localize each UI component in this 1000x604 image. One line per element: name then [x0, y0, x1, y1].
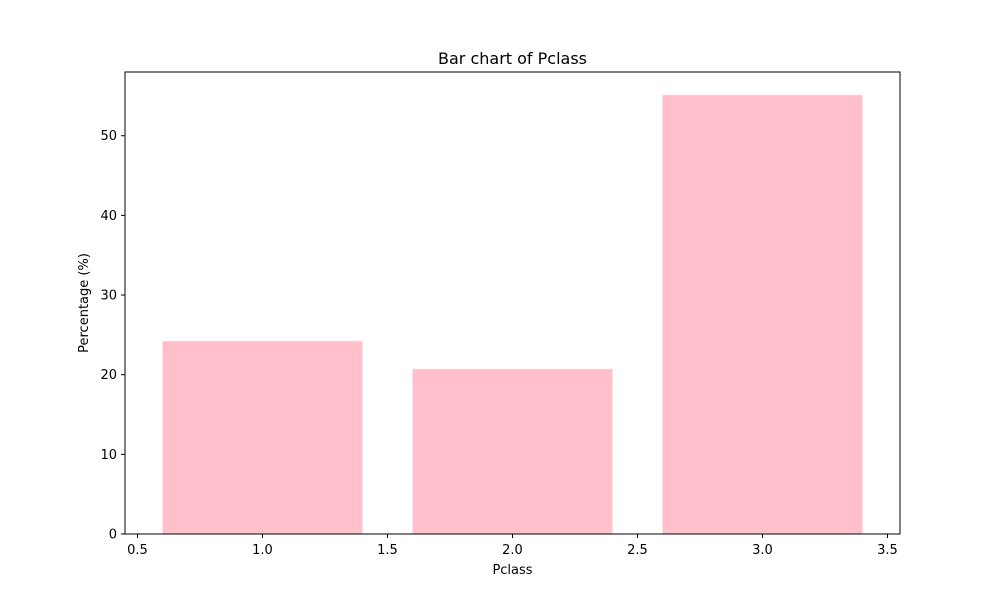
y-axis-label: Percentage (%): [77, 253, 92, 353]
bar-pclass-2: [412, 369, 613, 534]
x-tick-label: 3.0: [752, 543, 773, 558]
y-tick-label: 40: [100, 209, 117, 224]
chart-title: Bar chart of Pclass: [438, 49, 587, 68]
x-tick-label: 3.5: [877, 543, 898, 558]
x-tick-label: 1.0: [252, 543, 273, 558]
x-tick-label: 0.5: [127, 543, 148, 558]
x-axis-label: Pclass: [492, 563, 532, 578]
y-tick-label: 30: [100, 289, 117, 304]
bar-pclass-3: [662, 95, 863, 534]
y-axis-ticks: 0 10 20 30 40 50: [100, 129, 125, 543]
y-tick-label: 20: [100, 368, 117, 383]
x-tick-label: 1.5: [377, 543, 398, 558]
bars-layer: [162, 95, 863, 534]
bar-pclass-1: [162, 341, 363, 534]
x-tick-label: 2.5: [627, 543, 648, 558]
y-tick-label: 0: [109, 528, 117, 543]
y-tick-label: 50: [100, 129, 117, 144]
x-tick-label: 2.0: [502, 543, 523, 558]
x-axis-ticks: 0.5 1.0 1.5 2.0 2.5 3.0 3.5: [127, 534, 898, 558]
y-tick-label: 10: [100, 448, 117, 463]
